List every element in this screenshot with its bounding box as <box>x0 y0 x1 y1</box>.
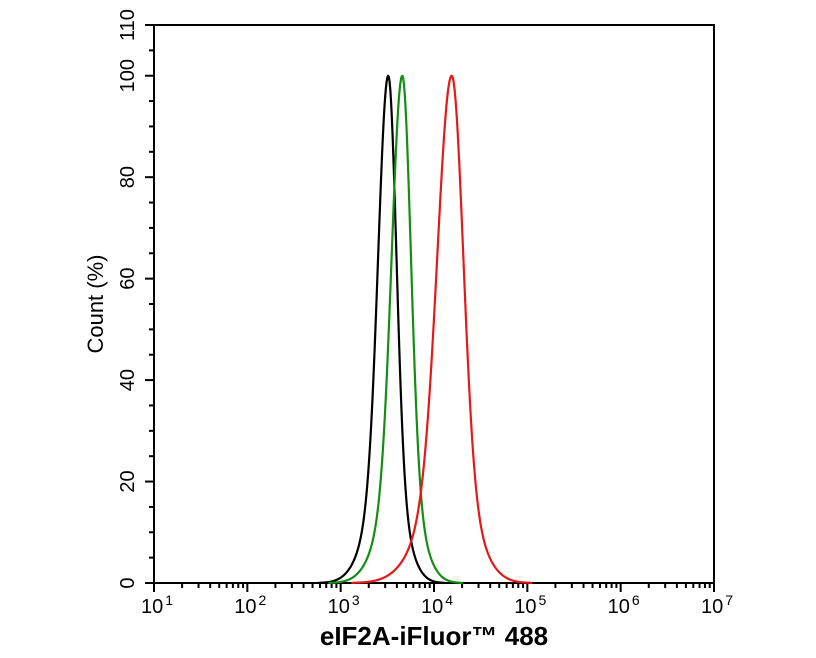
curve-green <box>328 74 464 585</box>
y-axis-tick-label: 60 <box>117 268 139 290</box>
x-axis-tick-label: 10 1 <box>141 592 173 618</box>
y-axis-tick-label: 110 <box>117 9 139 41</box>
y-axis-tick-label: 40 <box>117 369 139 391</box>
x-axis-tick-exponent: 4 <box>445 592 453 608</box>
x-axis-tick-label: 10 3 <box>328 592 360 618</box>
x-axis-tick-exponent: 7 <box>725 592 733 608</box>
y-axis-tick-label: 0 <box>117 577 139 588</box>
y-axis-tick-label: 80 <box>117 166 139 188</box>
curves-layer <box>317 74 533 585</box>
x-axis-tick-label: 10 6 <box>608 592 640 618</box>
curve-red <box>351 74 533 585</box>
x-axis-tick-label: 10 5 <box>514 592 546 618</box>
x-axis-tick-exponent: 5 <box>539 592 547 608</box>
y-axis-tick-label: 100 <box>117 59 139 92</box>
y-axis-tick-label: 20 <box>117 470 139 492</box>
x-axis-title: eIF2A-iFluor™ 488 <box>320 621 548 651</box>
x-axis-tick-label: 10 4 <box>421 592 453 618</box>
x-axis-tick-exponent: 6 <box>632 592 640 608</box>
axes-layer: 0 20 40 60 80 100 110 10 1 10 2 10 3 10 4 10 5 10 6 10 7 <box>117 9 733 618</box>
y-axis-title: Count (%) <box>83 254 108 353</box>
x-axis-tick-exponent: 1 <box>165 592 173 608</box>
x-axis-tick-label: 10 7 <box>701 592 733 618</box>
x-axis-tick-exponent: 3 <box>352 592 360 608</box>
x-axis-tick-label: 10 2 <box>234 592 266 618</box>
curve-black <box>317 74 446 585</box>
x-axis-tick-exponent: 2 <box>259 592 267 608</box>
